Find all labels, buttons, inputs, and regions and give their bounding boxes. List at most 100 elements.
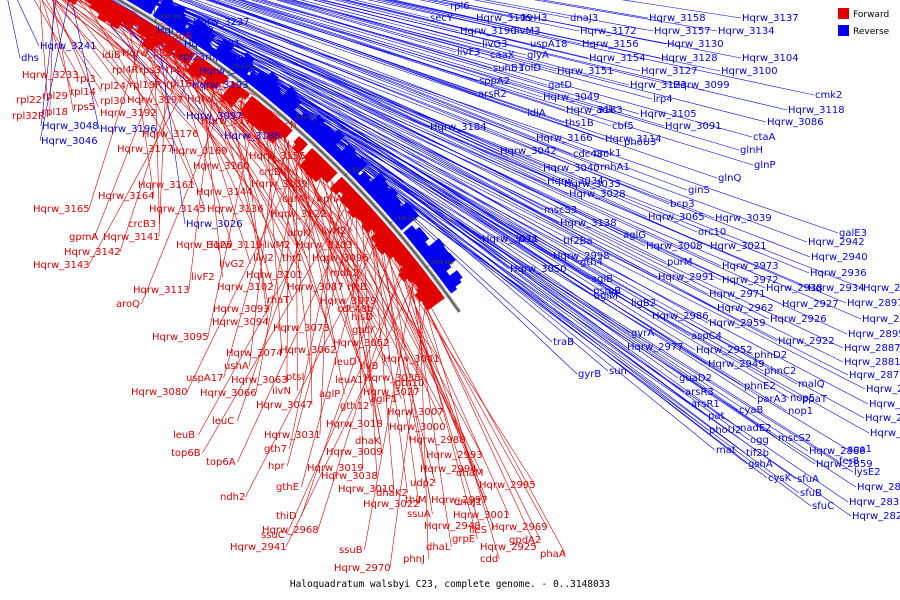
forward-gene-label[interactable]: gth12 — [340, 401, 369, 412]
reverse-gene-label[interactable]: Hqrw_2991 — [658, 272, 715, 283]
forward-gene-label[interactable]: livF2 — [191, 272, 215, 283]
forward-gene-label[interactable]: Hqrw_3094 — [212, 317, 269, 328]
reverse-gene-label[interactable]: ths1B — [565, 118, 594, 129]
reverse-gene-label[interactable]: cysK — [768, 473, 792, 484]
reverse-feature[interactable] — [235, 59, 255, 80]
forward-gene-label[interactable]: Hqrw_3007 — [387, 407, 444, 418]
reverse-gene-label[interactable]: psmB — [593, 286, 621, 297]
reverse-gene-label[interactable]: Hqrw_3104 — [742, 53, 799, 64]
reverse-gene-label[interactable]: gyrA — [631, 328, 654, 339]
forward-gene-label[interactable]: Hqrw_3047 — [256, 400, 313, 411]
forward-gene-label[interactable]: Hqrw_3174 — [201, 116, 258, 127]
reverse-gene-label[interactable]: sga1 — [848, 444, 872, 455]
reverse-gene-label[interactable]: Hqrw_3128 — [661, 53, 718, 64]
forward-gene-label[interactable]: Hqrw_3079 — [320, 296, 377, 307]
forward-gene-label[interactable]: Hqrw_3009 — [326, 447, 383, 458]
forward-gene-label[interactable]: ssuB — [339, 545, 363, 556]
forward-feature[interactable] — [291, 137, 309, 155]
forward-gene-label[interactable]: Hqrw_2994 — [420, 464, 477, 475]
reverse-gene-label[interactable]: Hqrw_3240 — [157, 25, 214, 36]
reverse-gene-label[interactable]: Hqrw_2949 — [708, 359, 765, 370]
forward-gene-label[interactable]: Hqrw_3074 — [226, 348, 283, 359]
reverse-gene-label[interactable]: Hqrw_2830 — [849, 497, 900, 508]
forward-gene-label[interactable]: crcB4 — [259, 167, 287, 178]
forward-gene-label[interactable]: ndh2 — [220, 492, 245, 503]
reverse-gene-label[interactable]: Hqrw_3118 — [788, 105, 845, 116]
reverse-gene-label[interactable]: Hqrw_2853 — [866, 384, 900, 395]
reverse-gene-label[interactable]: aglG — [623, 230, 646, 241]
forward-gene-label[interactable]: Hqrw_3038 — [321, 471, 378, 482]
reverse-feature[interactable] — [395, 208, 420, 231]
forward-gene-label[interactable]: ssuC — [261, 530, 285, 541]
forward-gene-label[interactable]: Hqrw_2997 — [431, 495, 488, 506]
reverse-gene-label[interactable]: Hqrw_2972 — [722, 275, 779, 286]
reverse-gene-label[interactable]: Hqrw_3123 — [630, 80, 687, 91]
reverse-gene-label[interactable]: uspA18 — [530, 39, 567, 50]
reverse-gene-label[interactable]: Hqrw_3049 — [543, 92, 600, 103]
forward-feature[interactable] — [180, 48, 196, 66]
forward-gene-label[interactable]: dhaM — [456, 468, 483, 479]
forward-gene-label[interactable]: cdd — [480, 554, 498, 565]
forward-gene-label[interactable]: thiD — [276, 511, 297, 522]
forward-gene-label[interactable]: leuD — [334, 357, 357, 368]
reverse-gene-label[interactable]: Hqrw_2868 — [809, 446, 866, 457]
forward-gene-label[interactable]: Hqrw_3192 — [100, 108, 157, 119]
reverse-gene-label[interactable]: Hqrw_3127 — [641, 66, 698, 77]
reverse-gene-label[interactable]: Hqrw_2977 — [627, 342, 684, 353]
reverse-gene-label[interactable]: tif2b — [746, 448, 769, 459]
forward-feature[interactable] — [216, 72, 230, 85]
reverse-feature[interactable] — [433, 259, 452, 277]
reverse-feature[interactable] — [321, 129, 345, 153]
reverse-gene-label[interactable]: gth4 — [580, 257, 603, 268]
forward-gene-label[interactable]: crcB3 — [128, 219, 156, 230]
forward-gene-label[interactable]: Hqrw_3102 — [217, 282, 274, 293]
forward-gene-label[interactable]: rpl19R — [129, 80, 162, 91]
reverse-gene-label[interactable]: Hqrw_2873 — [849, 370, 900, 381]
reverse-gene-label[interactable]: Hqrw_2896 — [862, 314, 900, 325]
reverse-gene-label[interactable]: Hqrw_2850 — [869, 399, 900, 410]
forward-gene-label[interactable]: Hqrw_3093 — [213, 304, 270, 315]
reverse-gene-label[interactable]: nop5 — [790, 393, 815, 404]
reverse-gene-label[interactable]: Hqrw_2887 — [844, 343, 900, 354]
forward-gene-label[interactable]: Hqrw_3041 — [383, 354, 440, 365]
reverse-gene-label[interactable]: Hqrw_3042 — [500, 146, 557, 157]
forward-gene-label[interactable]: rpl32R — [12, 111, 45, 122]
forward-gene-label[interactable]: aglP — [319, 389, 340, 400]
reverse-gene-label[interactable]: sfuB — [800, 488, 822, 499]
reverse-gene-label[interactable]: dhs — [21, 53, 39, 64]
reverse-gene-label[interactable]: Hqrw_2881 — [844, 357, 900, 368]
reverse-gene-label[interactable]: glyA — [527, 50, 549, 61]
reverse-gene-label[interactable]: Hqrw_3026 — [186, 219, 243, 230]
reverse-gene-label[interactable]: suhB1 — [493, 63, 524, 74]
reverse-gene-label[interactable]: Hqrw_3158 — [649, 13, 706, 24]
forward-gene-label[interactable]: rpl24 — [100, 81, 126, 92]
forward-gene-label[interactable]: ushA — [224, 361, 249, 372]
forward-gene-label[interactable]: Hqrw_3087 — [287, 282, 344, 293]
forward-gene-label[interactable]: livH2 — [321, 226, 346, 237]
forward-gene-label[interactable]: thr1 — [282, 253, 303, 264]
reverse-gene-label[interactable]: Hqrw_3190 — [460, 26, 517, 37]
reverse-gene-label[interactable]: Hqrw_2859 — [816, 459, 873, 470]
forward-gene-label[interactable]: aroK — [287, 228, 310, 239]
reverse-gene-label[interactable]: galE3 — [839, 228, 867, 239]
reverse-gene-label[interactable]: ogg — [750, 435, 769, 446]
forward-gene-label[interactable]: Hqrw_3080 — [131, 387, 188, 398]
forward-gene-label[interactable]: Hqrw_2970 — [334, 563, 391, 574]
reverse-gene-label[interactable]: phnE2 — [744, 381, 776, 392]
forward-gene-label[interactable]: Hqrw_3142 — [64, 247, 121, 258]
forward-feature[interactable] — [422, 290, 445, 311]
reverse-gene-label[interactable]: Hqrw_3199 — [476, 13, 533, 24]
forward-feature[interactable] — [238, 88, 250, 101]
reverse-gene-label[interactable]: dnaJ3 — [570, 13, 598, 24]
forward-gene-label[interactable]: mch — [275, 120, 297, 131]
reverse-gene-label[interactable]: Hqrw_2998 — [553, 251, 610, 262]
reverse-gene-label[interactable]: Hqrw_3184 — [430, 122, 487, 133]
forward-gene-label[interactable]: dhaK2 — [376, 488, 408, 499]
forward-gene-label[interactable]: dnaJ1 — [454, 497, 482, 508]
reverse-gene-label[interactable]: livH3 — [522, 13, 547, 24]
reverse-gene-label[interactable]: ctaA — [753, 132, 776, 143]
reverse-gene-label[interactable]: cmk1 — [594, 148, 621, 159]
reverse-gene-label[interactable]: Hqrw_2902 — [863, 283, 900, 294]
forward-gene-label[interactable]: idiB — [102, 50, 121, 61]
reverse-gene-label[interactable]: Hqrw_3028 — [569, 189, 626, 200]
